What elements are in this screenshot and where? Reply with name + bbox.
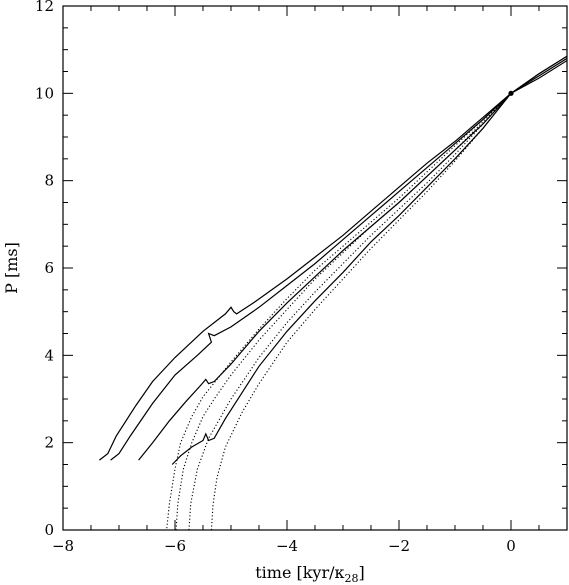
y-tick-label: 0: [44, 521, 54, 539]
dotted-curve-7: [210, 92, 512, 530]
y-axis-title: P [ms]: [2, 242, 21, 294]
x-axis-title-subscript: 28: [345, 572, 359, 585]
solid-curve-3: [171, 60, 567, 465]
x-axis-title-suffix: ]: [359, 563, 365, 582]
x-axis-title-main: time [kyr/κ: [255, 563, 344, 582]
y-tick-label: 6: [44, 259, 54, 277]
reference-point-marker: [508, 90, 514, 96]
x-axis-title: time [kyr/κ28]: [255, 563, 365, 585]
y-tick-label: 10: [35, 84, 54, 102]
y-tick-label: 12: [35, 0, 54, 15]
x-tick-label: −4: [276, 537, 298, 555]
x-tick-label: −2: [388, 537, 410, 555]
dotted-curve-5: [175, 92, 512, 530]
y-tick-label: 2: [44, 434, 54, 452]
solid-curve-1: [110, 55, 567, 461]
axis-tick-labels: −8 −6 −4 −2 0 0 2 4 6 8 10 12: [35, 0, 516, 555]
plot-frame: [62, 5, 568, 531]
x-tick-label: −8: [52, 537, 74, 555]
x-tick-label: 0: [506, 537, 516, 555]
dotted-curve-4: [63, 92, 512, 530]
y-tick-label: 4: [44, 346, 54, 364]
solid-curve-2: [138, 57, 567, 461]
dotted-curve-6: [188, 92, 512, 530]
solid-curve-0: [99, 55, 567, 461]
plot-lines: [63, 55, 567, 530]
x-tick-label: −6: [164, 537, 186, 555]
axis-ticks: [62, 5, 568, 531]
y-tick-label: 8: [44, 172, 54, 190]
